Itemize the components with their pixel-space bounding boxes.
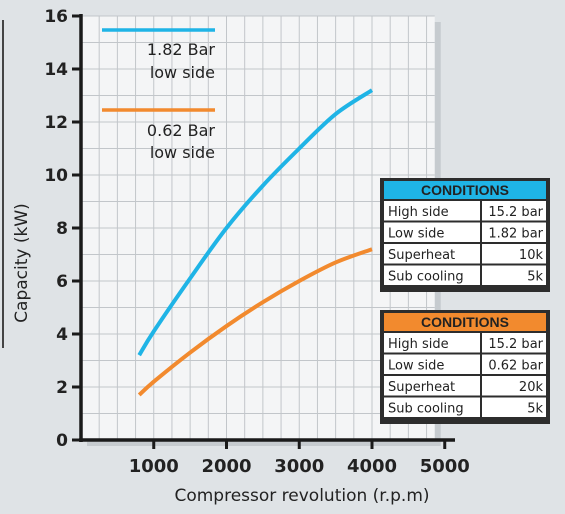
y-axis-title: Capacity (kW) [12,203,32,323]
conditions-header [384,313,546,331]
conditions-label-cell [384,222,480,242]
conditions-label: Low side [388,227,444,242]
y-tick-labels: 0 2 4 6 8 10 12 14 16 [44,7,68,451]
y-tick-label: 14 [44,60,68,80]
legend-label-2-line-1: 0.62 Bar [147,121,215,140]
y-tick-label: 6 [56,272,68,292]
conditions-label: Sub cooling [388,402,464,417]
conditions-value-cell [482,201,546,221]
y-tick-label: 10 [44,166,68,186]
grid [80,15,441,446]
series-line-2 [137,247,373,397]
conditions-label: Low side [388,359,444,374]
legend: 1.82 Bar low side 0.62 Bar low side [102,28,215,162]
x-tick-label: 5000 [420,456,470,477]
axes [72,14,455,449]
conditions-value: 5k [527,270,543,285]
conditions-label-cell [384,333,480,353]
y-tick-label: 8 [56,219,68,239]
series-line-1 [137,88,374,357]
conditions-title: CONDITIONS [421,182,509,198]
y-tick-label: 0 [56,431,68,451]
series-lines [137,88,374,397]
conditions-value-cell [482,244,546,264]
legend-label-2-line-2: low side [150,143,215,162]
conditions-value-cell [482,222,546,242]
conditions-value-cell [482,333,546,353]
conditions-value: 1.82 bar [488,227,543,242]
conditions-value: 15.2 bar [488,205,543,220]
conditions-table-1: CONDITIONS High side 15.2 bar Low side 1.82 … [380,178,550,292]
y-tick-label: 4 [56,325,68,345]
conditions-label: High side [388,337,449,352]
y-tick-label: 2 [56,378,68,398]
x-axis-title: Compressor revolution (r.p.m) [174,486,429,506]
x-tick-label: 4000 [347,456,397,477]
x-tick-labels: 1000 2000 3000 4000 5000 [129,456,470,477]
conditions-label-cell [384,201,480,221]
x-tick-label: 2000 [201,456,251,477]
conditions-header [384,181,546,199]
conditions-label: Superheat [388,380,455,395]
conditions-value-cell [482,376,546,396]
conditions-label-cell [384,244,480,264]
x-tick-label: 1000 [129,456,179,477]
conditions-value: 0.62 bar [488,359,543,374]
conditions-title: CONDITIONS [421,314,509,330]
conditions-label: Superheat [388,248,455,263]
conditions-table-2: CONDITIONS High side 15.2 bar Low side 0.62 … [380,310,550,424]
conditions-value: 5k [527,402,543,417]
conditions-value-cell [482,354,546,374]
conditions-label: Sub cooling [388,270,464,285]
legend-label-1-line-1: 1.82 Bar [147,40,215,59]
conditions-label-cell [384,376,480,396]
legend-label-1-line-2: low side [150,63,215,82]
y-tick-label: 16 [44,7,68,27]
conditions-label-cell [384,354,480,374]
conditions-label-cell [384,265,480,285]
conditions-value: 20k [519,380,544,395]
conditions-value: 10k [519,248,544,263]
conditions-value-cell [482,397,546,417]
conditions-value: 15.2 bar [488,337,543,352]
conditions-label-cell [384,397,480,417]
y-tick-label: 12 [44,113,68,133]
x-tick-label: 3000 [274,456,324,477]
conditions-value-cell [482,265,546,285]
conditions-label: High side [388,205,449,220]
